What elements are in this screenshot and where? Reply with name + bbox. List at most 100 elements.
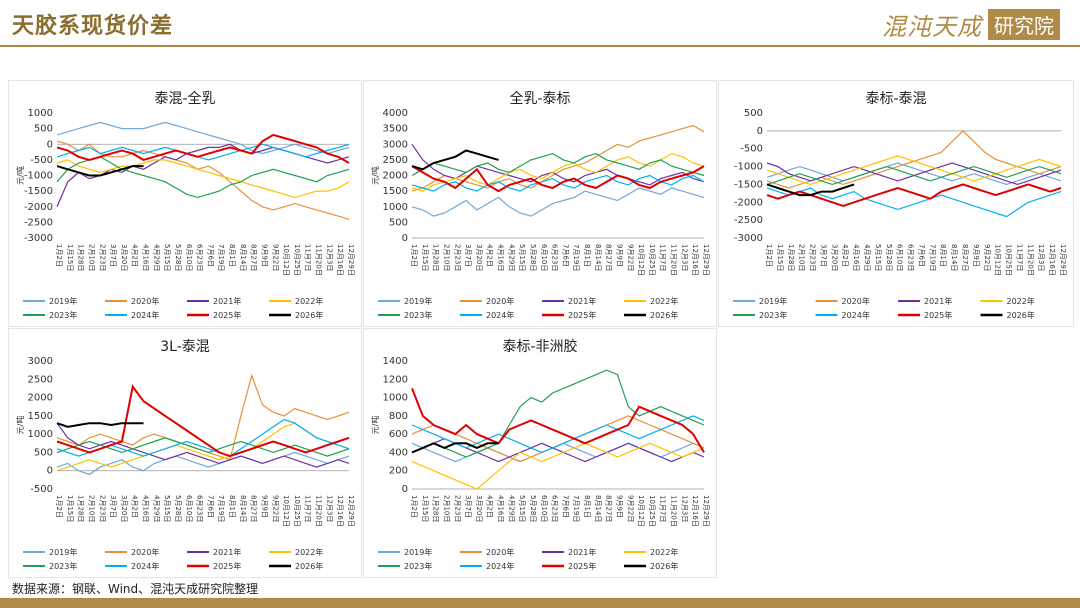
x-tick-label: 1月15日 bbox=[421, 495, 429, 522]
x-tick-label: 11月20日 bbox=[670, 244, 678, 276]
series-line bbox=[56, 143, 350, 161]
x-tick-label: 3月7日 bbox=[464, 495, 472, 518]
x-tick-label: 5月15日 bbox=[518, 495, 526, 522]
x-tick-label: 7月19日 bbox=[928, 244, 936, 271]
x-tick-label: 8月27日 bbox=[961, 244, 969, 271]
x-tick-label: 4月29日 bbox=[507, 244, 515, 271]
logo-text: 混沌天成 bbox=[882, 12, 982, 41]
x-tick-label: 8月27日 bbox=[250, 495, 258, 522]
series-line bbox=[411, 165, 705, 193]
y-tick-label: 1000 bbox=[28, 108, 53, 119]
x-tick-label: 3月7日 bbox=[819, 244, 827, 267]
chart-title: 全乳-泰标 bbox=[509, 90, 570, 107]
x-tick-label: 6月23日 bbox=[196, 495, 204, 522]
x-tick-label: 3月20日 bbox=[120, 244, 128, 271]
x-tick-label: 11月7日 bbox=[1015, 244, 1023, 271]
legend-label: 2025年 bbox=[924, 310, 952, 320]
x-tick-label: 3月20日 bbox=[475, 495, 483, 522]
chart-3l-taihun: 3L-泰混 -500 0 500 1000 1500 2000 2500 3000 元/吨 1月2日… bbox=[8, 328, 362, 578]
x-tick-label: 12月29日 bbox=[347, 244, 355, 276]
legend-label: 2019年 bbox=[49, 547, 77, 557]
chart-svg: 泰标-泰混 -3000 -2500 -2000 -1500 -1000 -500 0 500 1月… bbox=[733, 91, 1067, 320]
legend-label: 2026年 bbox=[650, 561, 678, 571]
x-tick-label: 3月7日 bbox=[109, 244, 117, 267]
series-line bbox=[766, 165, 1062, 186]
x-tick-label: 1月15日 bbox=[66, 495, 74, 522]
x-tick-label: 5月15日 bbox=[518, 244, 526, 271]
x-tick-label: 4月2日 bbox=[486, 244, 494, 267]
series-line bbox=[411, 438, 705, 463]
x-tick-label: 4月16日 bbox=[497, 495, 505, 522]
x-tick-label: 6月23日 bbox=[907, 244, 915, 271]
x-tick-label: 1月28日 bbox=[432, 495, 440, 522]
x-tick-label: 4月2日 bbox=[131, 495, 139, 518]
chart-title: 泰混-全乳 bbox=[154, 90, 215, 107]
x-tick-label: 6月23日 bbox=[196, 244, 204, 271]
x-tick-label: 10月12日 bbox=[637, 244, 645, 276]
x-tick-label: 4月16日 bbox=[852, 244, 860, 271]
x-tick-label: 6月10日 bbox=[540, 495, 548, 522]
chart-svg: 3L-泰混 -500 0 500 1000 1500 2000 2500 3000 元/吨 1月2日… bbox=[15, 339, 355, 571]
x-tick-label: 4月29日 bbox=[507, 495, 515, 522]
series-line bbox=[411, 152, 705, 192]
legend-label: 2021年 bbox=[213, 296, 241, 306]
series-line bbox=[56, 159, 350, 199]
x-tick-label: 1月2日 bbox=[410, 495, 418, 518]
x-tick-label: 2月23日 bbox=[98, 244, 106, 271]
x-tick-label: 11月20日 bbox=[315, 244, 323, 276]
x-tick-label: 12月29日 bbox=[702, 244, 710, 276]
x-tick-label: 8月1日 bbox=[228, 495, 236, 518]
series-line bbox=[56, 140, 350, 220]
series-line bbox=[56, 165, 144, 177]
series-line bbox=[766, 187, 1062, 218]
x-tick-label: 7月19日 bbox=[572, 495, 580, 522]
x-tick-label: 5月15日 bbox=[163, 495, 171, 522]
x-tick-label: 10月25日 bbox=[648, 244, 656, 276]
y-tick-label: -500 bbox=[30, 155, 53, 166]
x-tick-label: 7月19日 bbox=[217, 244, 225, 271]
x-tick-label: 8月14日 bbox=[594, 495, 602, 522]
y-axis-label: 元/吨 bbox=[15, 416, 25, 435]
x-tick-label: 8月14日 bbox=[594, 244, 602, 271]
chart-title: 泰标-非洲胶 bbox=[502, 338, 577, 355]
y-tick-label: 1200 bbox=[383, 374, 408, 385]
header-divider bbox=[0, 45, 1080, 47]
legend-label: 2023年 bbox=[404, 561, 432, 571]
legend-label: 2021年 bbox=[568, 296, 596, 306]
x-tick-label: 1月15日 bbox=[421, 244, 429, 271]
x-tick-label: 4月16日 bbox=[497, 244, 505, 271]
series-line bbox=[411, 369, 705, 458]
series-line bbox=[766, 183, 855, 197]
x-tick-label: 1月28日 bbox=[787, 244, 795, 271]
legend-label: 2023年 bbox=[404, 310, 432, 320]
logo-box: 研究院 bbox=[988, 8, 1060, 40]
x-tick-label: 10月25日 bbox=[293, 495, 301, 527]
y-tick-label: -500 bbox=[740, 144, 763, 155]
series-line bbox=[411, 143, 705, 186]
y-tick-label: -1500 bbox=[734, 179, 763, 190]
legend-label: 2021年 bbox=[213, 547, 241, 557]
legend-label: 2026年 bbox=[295, 310, 323, 320]
x-tick-label: 11月20日 bbox=[1026, 244, 1034, 276]
x-tick-label: 6月10日 bbox=[185, 244, 193, 271]
x-tick-label: 11月7日 bbox=[304, 495, 312, 522]
series-line bbox=[411, 124, 705, 192]
x-tick-label: 7月6日 bbox=[561, 244, 569, 267]
y-tick-label: 2500 bbox=[383, 155, 408, 166]
x-tick-label: 2月23日 bbox=[453, 495, 461, 522]
x-tick-label: 8月14日 bbox=[950, 244, 958, 271]
legend-label: 2021年 bbox=[924, 296, 952, 306]
x-tick-label: 12月29日 bbox=[1059, 244, 1067, 276]
x-tick-label: 8月27日 bbox=[605, 495, 613, 522]
y-tick-label: 4000 bbox=[383, 108, 408, 119]
x-tick-label: 4月29日 bbox=[152, 495, 160, 522]
y-tick-label: 1000 bbox=[383, 393, 408, 404]
x-tick-label: 1月15日 bbox=[66, 244, 74, 271]
x-tick-label: 2月23日 bbox=[98, 495, 106, 522]
series-line bbox=[411, 442, 705, 490]
y-tick-label: -2500 bbox=[734, 215, 763, 226]
y-tick-label: 500 bbox=[744, 108, 763, 119]
x-tick-label: 9月22日 bbox=[271, 495, 279, 522]
x-tick-label: 12月16日 bbox=[691, 495, 699, 527]
y-tick-label: 0 bbox=[47, 466, 53, 477]
